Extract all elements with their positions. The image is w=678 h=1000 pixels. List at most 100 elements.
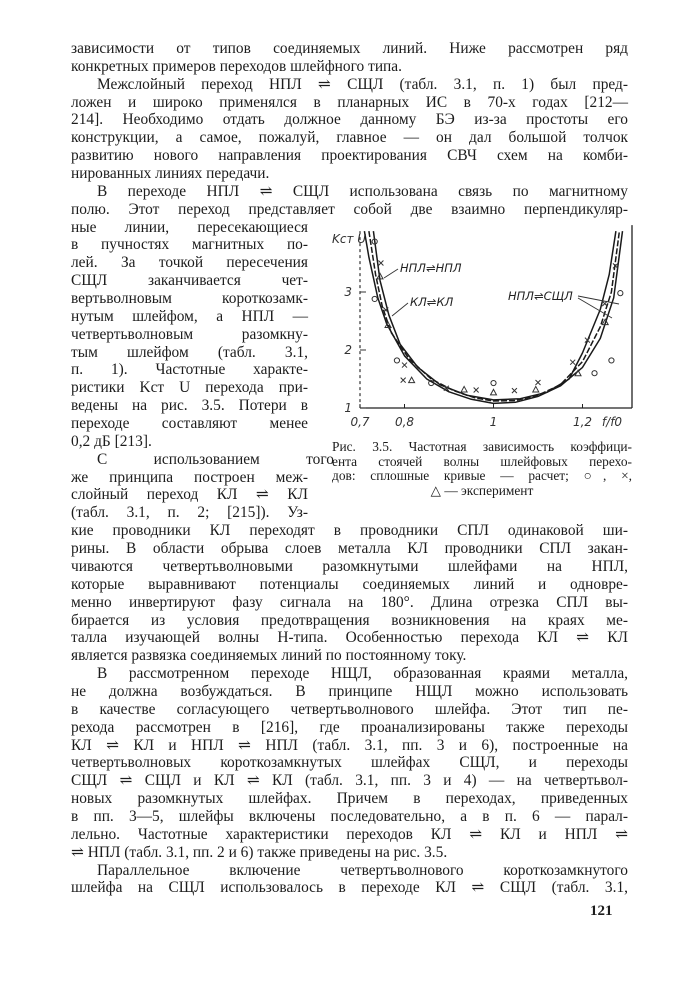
text-line: переходе составляют менее — [71, 415, 308, 433]
text-line: тым шлейфом (табл. 3.1, — [71, 343, 308, 361]
text-line: в пп. 3—5, шлейфы включены последователь… — [71, 807, 628, 825]
text-line: ложен и широко применялся в планарных ИС… — [71, 93, 628, 111]
text-line: бирается из условия предотвращения возни… — [71, 611, 628, 629]
x-axis-label: f/f0 — [602, 415, 622, 429]
text-line: которые выравнивают потенциалы соединяем… — [71, 575, 628, 593]
x-tick-label: 0,8 — [395, 415, 414, 429]
x-tick-label: 1,2 — [573, 415, 592, 429]
experiment-point-circle — [617, 290, 624, 297]
x-tick-label: 0,7 — [350, 415, 369, 429]
experiment-point-triangle — [531, 385, 540, 393]
text-line: (табл. 3.1, п. 2; [215]). Уз- — [71, 504, 308, 522]
calculated-curve-2 — [368, 230, 621, 402]
leader-line — [577, 297, 613, 319]
text-line: в качестве согласующего четвертьволновог… — [71, 700, 628, 718]
body-text: зависимости от типов соединяемых линий. … — [71, 40, 628, 897]
text-line: зависимости от типов соединяемых линий. … — [71, 40, 628, 57]
experiment-point-circle — [591, 370, 598, 377]
leader-line — [391, 302, 409, 317]
text-line: в пучностях магнитных по- — [71, 236, 308, 254]
experiment-point-circle — [428, 379, 435, 387]
experiment-point-cross — [443, 385, 450, 392]
experiment-point-cross — [378, 260, 384, 266]
experiment-point-triangle — [460, 385, 468, 393]
caption-line: ента стоячей волны шлейфовых перехо- — [332, 453, 632, 469]
text-line: КЛ ⇌ КЛ и НПЛ ⇌ НПЛ (табл. 3.1, пп. 3 и … — [71, 736, 628, 754]
experiment-point-cross — [535, 379, 541, 386]
experiment-point-triangle — [601, 318, 610, 326]
curve-label: НПЛ⇌СЩЛ — [508, 289, 573, 303]
text-line: же принципа построен меж- — [71, 468, 308, 486]
text-line: слойный переход КЛ ⇌ КЛ — [71, 486, 308, 504]
experiment-point-cross — [612, 263, 619, 269]
text-line: четвертьволновым разомкну- — [71, 325, 308, 343]
text-line: ведены на рис. 3.5. Потери в — [71, 397, 308, 415]
caption-line: △ — эксперимент — [430, 483, 534, 499]
experiment-point-cross — [401, 362, 408, 368]
text-line: чиваются четвертьволновыми разомкнутыми … — [71, 557, 628, 575]
text-line: ные линии, пересекающиеся — [71, 218, 308, 236]
text-line: развитию нового направления проектирован… — [71, 147, 628, 165]
experiment-point-triangle — [376, 272, 384, 280]
text-line: кие проводники КЛ переходят в проводники… — [71, 522, 628, 540]
y-tick-label: 1 — [344, 401, 352, 415]
curve-label: КЛ⇌КЛ — [410, 295, 454, 309]
text-line: новых разомкнутых шлейфах. Причем в пере… — [71, 790, 628, 808]
text-line: СЩЛ ⇌ СЩЛ и КЛ ⇌ КЛ (табл. 3.1, пп. 3 и … — [71, 772, 628, 790]
text-line: ристики Kст U перехода при- — [71, 379, 308, 397]
text-line: является развязка соединяемых линий по п… — [71, 647, 467, 665]
text-line: В переходе НПЛ ⇌ СЩЛ использована связь … — [97, 182, 628, 200]
text-line: менно инвертируют фазу сигнала на 180°. … — [71, 593, 628, 611]
calculated-curve-1 — [363, 230, 624, 405]
text-line: лей. За точкой пересечения — [71, 254, 308, 272]
text-line: рины. В области обрыва слоев металла КЛ … — [71, 540, 628, 558]
page-number: 121 — [590, 903, 613, 919]
experiment-point-circle — [371, 295, 378, 303]
experiment-point-cross — [400, 377, 407, 384]
experiment-point-cross — [382, 307, 389, 313]
text-line: лельно. Частотные характеристики переход… — [71, 825, 628, 843]
text-line: талла изучающей волны H-типа. Особенност… — [71, 629, 628, 647]
experiment-point-triangle — [384, 321, 392, 329]
text-line: нированных линиях передачи. — [71, 165, 270, 183]
experiment-point-triangle — [489, 388, 498, 396]
x-tick-label: 1 — [490, 415, 498, 429]
caption-line: дов: сплошные кривые — расчет; ○, ×, — [332, 468, 632, 484]
text-line: вертьволновым короткозамк- — [71, 290, 308, 308]
experiment-point-triangle — [407, 376, 416, 384]
text-line: СЩЛ заканчивается чет- — [71, 272, 308, 290]
experiment-point-triangle — [574, 369, 582, 377]
text-line: шлейфа на СЩЛ использовалось в переходе … — [71, 879, 628, 897]
text-line: четвертьволновых короткозамкнутых шлейфа… — [71, 754, 628, 772]
caption-line: Рис. 3.5. Частотная зависимость коэффици… — [332, 439, 632, 454]
experiment-point-cross — [569, 359, 576, 366]
text-line: 0,2 дБ [213]. — [71, 432, 152, 450]
figure-caption: Рис. 3.5. Частотная зависимость коэффици… — [332, 439, 632, 499]
experiment-point-cross — [511, 387, 518, 394]
text-line: С использованием того — [97, 450, 334, 468]
curve-label: НПЛ⇌НПЛ — [400, 261, 462, 275]
text-line: Параллельное включение четвертьволнового… — [97, 861, 628, 879]
experiment-point-circle — [393, 357, 401, 364]
text-line: ⇌ НПЛ (табл. 3.1, пп. 2 и 6) также приве… — [71, 843, 448, 861]
experiment-point-circle — [490, 379, 497, 387]
y-axis-label: Kст U — [332, 232, 366, 246]
text-line: В рассмотренном переходе НЩЛ, образованн… — [97, 665, 628, 683]
text-line: нутым шлейфом, а НПЛ — — [71, 307, 308, 325]
text-line: конкретных примеров переходов шлейфного … — [71, 57, 402, 75]
text-line: п. 1). Частотные характе- — [71, 361, 308, 379]
leader-line — [383, 268, 399, 279]
y-tick-label: 2 — [344, 343, 352, 357]
experiment-point-cross — [584, 337, 591, 343]
text-line: Межслойный переход НПЛ ⇌ СЩЛ (табл. 3.1,… — [97, 75, 628, 93]
leader-line — [577, 295, 620, 305]
text-line: не должна возбуждаться. В принципе НЩЛ м… — [71, 682, 628, 700]
text-line: полю. Этот переход представляет собой дв… — [71, 200, 628, 218]
y-tick-label: 3 — [344, 285, 352, 299]
text-line: конструкции, а самое, пожалуй, главное —… — [71, 129, 628, 147]
experiment-point-cross — [473, 387, 479, 393]
text-line: рехода рассмотрен в [216], где проанализ… — [71, 718, 628, 736]
text-line: 214]. Необходимо отдать должное данному … — [71, 111, 628, 129]
calculated-curve-3 — [372, 230, 617, 401]
